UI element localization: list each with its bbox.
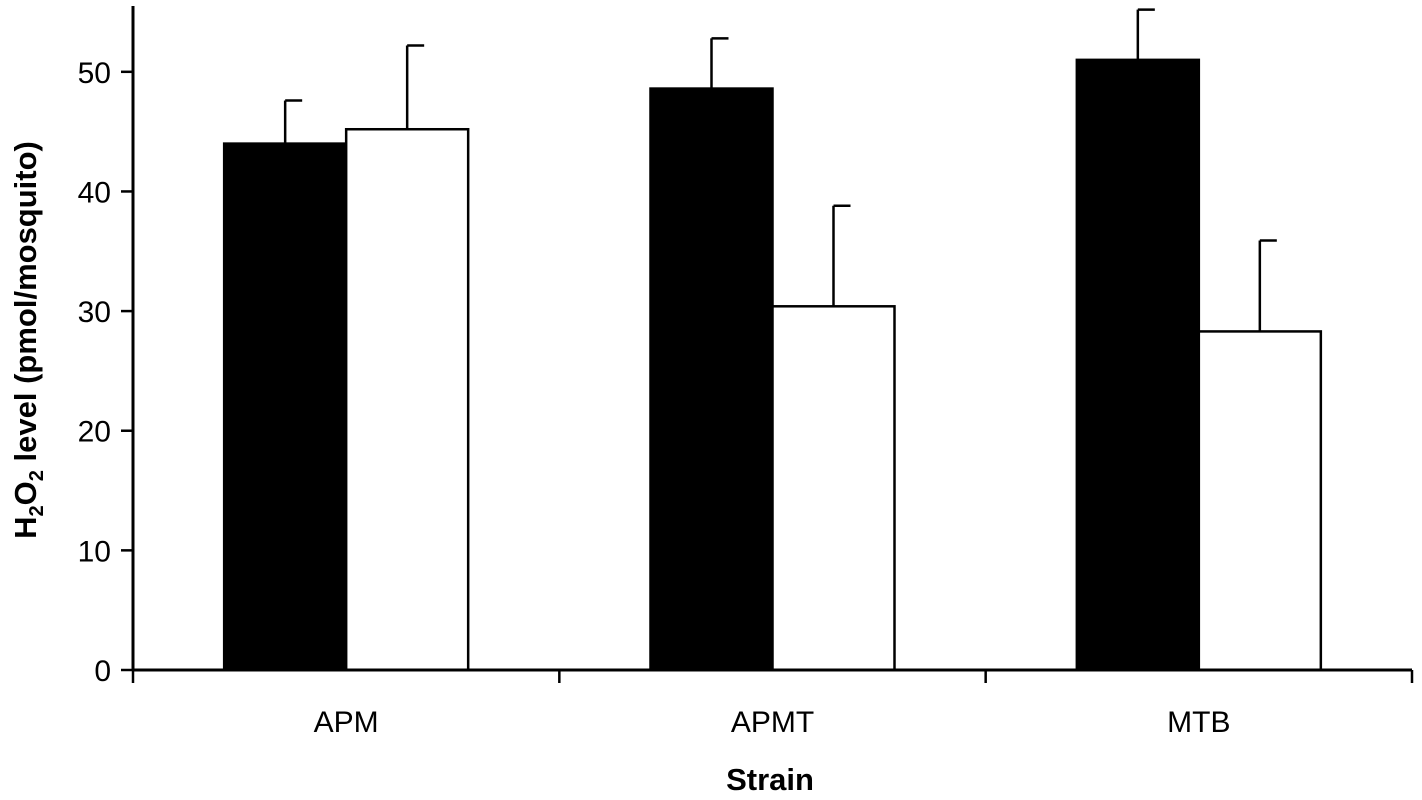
y-axis-title-part: 2 xyxy=(26,470,48,481)
x-tick-label-apm: APM xyxy=(314,706,379,739)
y-axis-title: H2O2 level (pmol/mosquito) xyxy=(8,141,48,539)
y-tick-label-30: 30 xyxy=(78,296,111,329)
y-tick-label-20: 20 xyxy=(78,416,111,449)
y-tick-label-50: 50 xyxy=(78,57,111,90)
bar-mtb-series-1 xyxy=(1075,58,1201,672)
bar-apmt-series-1 xyxy=(649,87,774,672)
bar-apm-series-1 xyxy=(222,142,348,672)
error-bars-layer xyxy=(283,8,1277,332)
bar-apmt-series-2 xyxy=(771,305,896,672)
bars-layer xyxy=(222,58,1323,672)
axes-layer: APM APMT MTB 0 10 20 30 40 50 xyxy=(78,6,1414,739)
bar-mtb-series-2 xyxy=(1197,330,1323,672)
y-tick-label-40: 40 xyxy=(78,176,111,209)
y-axis-title-part: level (pmol/mosquito) xyxy=(8,141,43,470)
y-axis-title-part: H xyxy=(8,516,43,538)
y-axis-title-part: 2 xyxy=(26,505,48,516)
x-tick-label-apmt: APMT xyxy=(731,706,814,739)
y-tick-label-0: 0 xyxy=(94,655,111,688)
bar-apm-series-2 xyxy=(344,127,470,672)
x-tick-label-mtb: MTB xyxy=(1167,706,1230,739)
y-tick-label-10: 10 xyxy=(78,535,111,568)
y-axis-title-part: O xyxy=(8,481,43,505)
x-axis-title: Strain xyxy=(726,762,814,797)
